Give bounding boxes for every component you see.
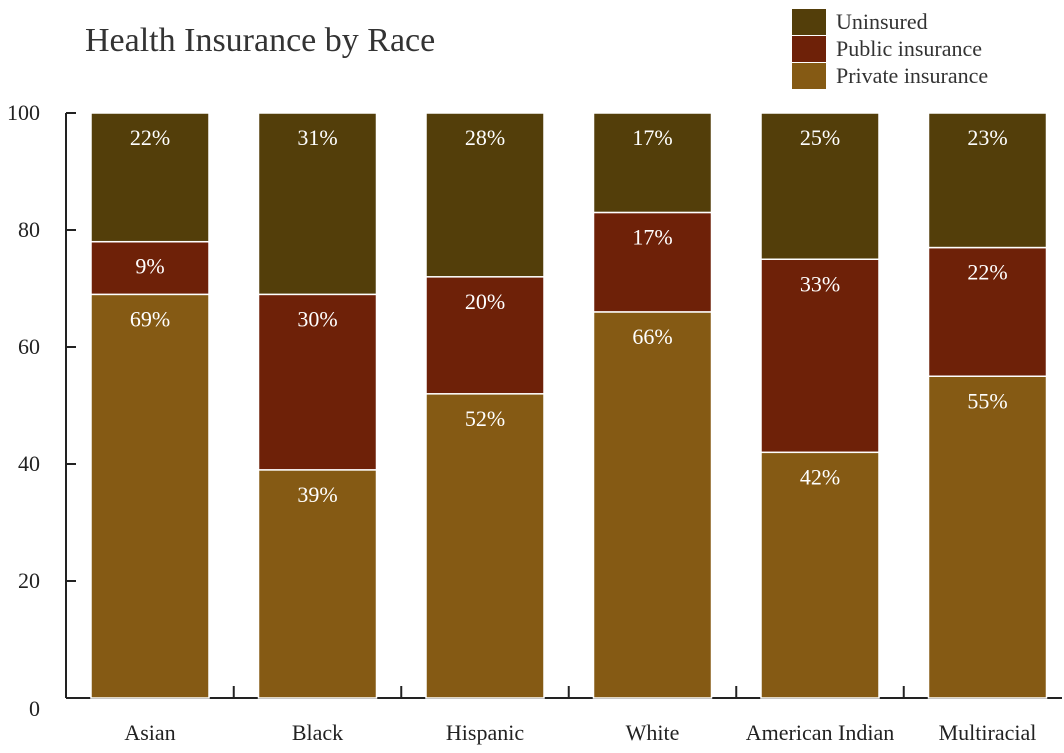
data-label: 69% [130,306,170,331]
legend-swatch-public-insurance [792,35,826,62]
bar-segment-uninsured [927,112,1048,249]
bar-segment-uninsured [760,112,880,260]
x-category-label: American Indian [746,720,894,745]
data-label: 25% [800,125,840,150]
y-tick-label: 20 [18,568,40,593]
y-tick-label: 40 [18,451,40,476]
data-label: 42% [800,464,840,489]
data-label: 30% [297,306,337,331]
bar-segment-uninsured [592,112,713,214]
bar-segment-private-insurance [90,293,210,699]
x-category-label: Asian [124,720,175,745]
y-tick-label: 0 [29,696,40,721]
data-label: 33% [800,271,840,296]
data-label: 17% [632,125,672,150]
legend-item-private-insurance: Private insurance [792,62,988,89]
legend-item-uninsured: Uninsured [792,8,988,35]
legend-swatch-uninsured [792,8,826,35]
bar-segment-private-insurance [257,469,378,699]
legend-swatch-private-insurance [792,62,826,89]
bar-segment-public-insurance [760,258,880,454]
bar-segment-private-insurance [592,311,713,699]
legend-label-uninsured: Uninsured [836,8,928,34]
legend-item-public-insurance: Public insurance [792,35,988,62]
bar-segment-private-insurance [425,393,545,699]
data-label: 39% [297,482,337,507]
data-label: 20% [465,289,505,314]
chart-title: Health Insurance by Race [85,22,436,59]
data-label: 55% [967,388,1007,413]
data-label: 28% [465,125,505,150]
x-category-label: White [626,720,680,745]
bar-segment-public-insurance [927,246,1048,377]
y-tick-label: 60 [18,334,40,359]
bar-segment-private-insurance [760,451,880,699]
y-tick-label: 100 [7,100,40,125]
bar-segment-uninsured [90,112,210,243]
x-category-label: Hispanic [446,720,524,745]
data-label: 52% [465,406,505,431]
bar-segment-private-insurance [927,375,1048,699]
data-label: 22% [967,260,1007,285]
bar-segment-public-insurance [592,211,713,313]
data-label: 23% [967,125,1007,150]
data-label: 22% [130,125,170,150]
bar-segment-public-insurance [257,293,378,471]
data-label: 31% [297,125,337,150]
y-tick-label: 80 [18,217,40,242]
bar-segment-uninsured [425,112,545,278]
data-label: 9% [135,254,164,279]
bar-segment-uninsured [257,112,378,296]
legend-label-public-insurance: Public insurance [836,35,983,61]
legend-label-private-insurance: Private insurance [836,62,989,88]
legend: Uninsured Public insurance Private insur… [792,8,988,89]
data-label: 17% [632,224,672,249]
bar-segment-public-insurance [90,240,210,296]
data-label: 66% [632,324,672,349]
x-category-label: Multiracial [939,720,1037,745]
bar-segment-public-insurance [425,276,545,395]
x-category-label: Black [292,720,343,745]
